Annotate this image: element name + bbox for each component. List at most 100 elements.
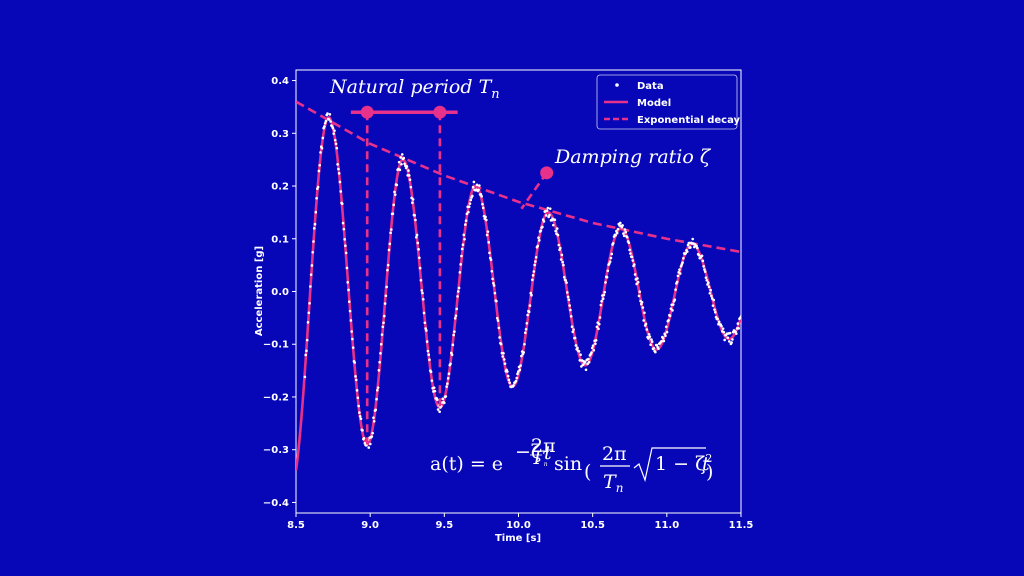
data-point — [358, 415, 362, 418]
data-point — [631, 259, 635, 262]
data-point — [414, 235, 418, 239]
data-point — [579, 353, 582, 357]
data-point — [566, 291, 569, 294]
data-point — [569, 308, 572, 312]
data-point — [400, 162, 403, 166]
data-point — [381, 325, 385, 329]
data-point — [635, 282, 638, 286]
data-point — [531, 278, 534, 282]
natural-period-annotation: Natural period Tn — [329, 76, 500, 102]
data-point — [574, 344, 578, 347]
data-point — [342, 227, 346, 231]
data-point — [399, 156, 402, 159]
data-point — [710, 297, 714, 300]
data-point — [514, 379, 518, 383]
data-point — [317, 169, 321, 173]
data-point — [590, 351, 593, 354]
data-point — [398, 168, 402, 172]
data-point — [664, 334, 667, 338]
data-point — [425, 329, 428, 332]
data-point — [611, 242, 615, 245]
data-point — [421, 298, 425, 301]
data-point — [369, 442, 372, 446]
data-point — [516, 370, 520, 373]
data-point — [573, 336, 577, 340]
data-point — [441, 397, 445, 401]
data-point — [608, 260, 612, 263]
x-axis-label: Time [s] — [495, 533, 541, 544]
data-point — [507, 378, 511, 382]
data-point — [438, 410, 441, 414]
data-point — [383, 302, 387, 305]
data-point — [349, 319, 353, 322]
data-point — [737, 327, 740, 330]
data-point — [411, 201, 414, 205]
data-point — [681, 261, 684, 264]
annotations — [350, 105, 554, 445]
data-point — [728, 331, 732, 335]
data-point — [531, 274, 535, 277]
data-point — [622, 232, 625, 235]
data-point — [355, 378, 358, 382]
data-point — [472, 180, 476, 184]
data-point — [583, 360, 587, 364]
data-point — [338, 180, 342, 184]
data-point — [630, 255, 634, 259]
data-point — [380, 333, 384, 336]
data-point — [576, 346, 579, 350]
data-point — [311, 250, 314, 254]
data-point — [387, 248, 391, 252]
data-point — [559, 258, 563, 261]
data-point — [523, 331, 527, 334]
data-point — [333, 138, 337, 142]
data-point — [487, 241, 490, 244]
data-point — [578, 359, 582, 362]
data-point — [652, 347, 656, 350]
data-point — [420, 289, 424, 292]
data-point — [731, 338, 734, 341]
data-point — [673, 298, 677, 302]
data-point — [623, 228, 627, 231]
data-point — [518, 368, 522, 372]
data-point — [488, 251, 491, 255]
data-point — [333, 129, 336, 132]
data-point — [484, 215, 487, 219]
data-point — [312, 227, 316, 230]
data-point — [343, 238, 346, 241]
data-point — [520, 354, 523, 358]
svg-text:): ) — [706, 461, 713, 483]
data-point — [413, 214, 417, 217]
data-point — [581, 363, 585, 367]
data-point — [321, 136, 325, 140]
data-point — [453, 330, 456, 333]
x-tick-label: 9.0 — [361, 520, 379, 531]
data-point — [428, 358, 431, 362]
data-point — [645, 328, 649, 331]
data-point — [657, 347, 660, 351]
svg-text:Tn: Tn — [531, 447, 548, 469]
data-point — [495, 316, 499, 320]
data-point — [498, 336, 501, 339]
data-point — [601, 297, 605, 300]
data-point — [361, 429, 364, 432]
data-point — [320, 146, 324, 150]
exponential-decay-line — [296, 100, 741, 254]
data-point — [687, 241, 691, 245]
data-point — [422, 311, 426, 315]
svg-text:sin: sin — [554, 453, 582, 475]
data-point — [475, 183, 479, 187]
data-point — [501, 355, 505, 358]
data-point — [506, 370, 509, 373]
data-point — [459, 263, 462, 266]
data-point — [372, 416, 375, 420]
data-point — [393, 193, 397, 196]
data-point — [637, 294, 641, 298]
data-point — [402, 156, 406, 160]
svg-text:t: t — [544, 442, 552, 464]
data-point — [403, 162, 406, 166]
legend-model-label: Model — [637, 98, 671, 109]
data-point — [388, 242, 392, 246]
data-point — [671, 303, 675, 306]
svg-text:−ζ: −ζ — [515, 441, 541, 463]
